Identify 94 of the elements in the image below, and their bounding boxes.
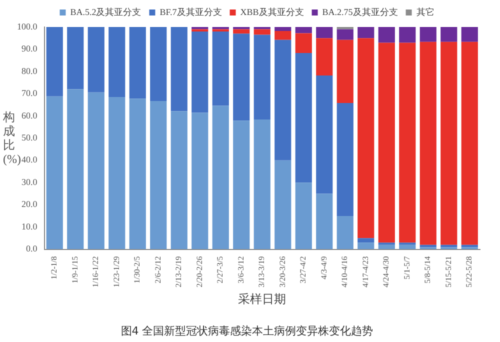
x-tick-label: 4/10-4/16 (340, 256, 350, 288)
bar (233, 34, 250, 121)
y-tick-label: 20.0 (22, 199, 38, 210)
x-tick-label: 4/3-4/9 (319, 256, 328, 280)
y-tick-label: 70.0 (22, 88, 38, 98)
bar (67, 27, 84, 90)
bar (461, 42, 478, 245)
x-tick-label: 1/30-2/5 (132, 256, 142, 284)
bar (108, 97, 126, 250)
bar (336, 29, 354, 40)
bar (461, 27, 478, 42)
bar (316, 194, 333, 250)
bar (378, 42, 395, 243)
bar (170, 111, 188, 250)
legend-label: BA.2.75及其亚分支 (322, 6, 398, 17)
x-tick-label: 5/1-5/7 (402, 256, 412, 280)
bar (399, 27, 416, 43)
x-tick-label: 3/20-3/26 (278, 256, 287, 288)
y-tick-label: 60.0 (22, 110, 38, 120)
bar (316, 27, 333, 38)
bar (129, 27, 146, 99)
bar (358, 27, 374, 38)
bar (274, 31, 292, 40)
x-tick-label: 2/13-2/19 (174, 256, 184, 288)
x-tick-label: 3/13-3/19 (257, 256, 266, 288)
y-tick-label: 40.0 (22, 154, 38, 165)
bar (88, 92, 104, 250)
bar (108, 27, 126, 98)
bar (316, 38, 333, 76)
bar (233, 29, 250, 34)
x-tick-label: 5/22-5/28 (464, 256, 474, 288)
legend-label: BA.5.2及其亚分支 (70, 6, 142, 17)
bar (336, 103, 354, 216)
bar (295, 27, 312, 34)
y-tick-label: 30.0 (22, 176, 38, 187)
legend-label: BF.7及其亚分支 (160, 6, 222, 17)
bar (316, 75, 333, 194)
bar (336, 216, 354, 250)
bar (192, 112, 208, 250)
x-tick-label: 2/20-2/26 (194, 256, 204, 288)
bar (358, 238, 374, 243)
bar (212, 106, 229, 250)
bar (295, 182, 312, 250)
bar (46, 96, 63, 250)
bar (378, 27, 395, 43)
bar (254, 34, 270, 120)
x-tick-label: 3/6-3/12 (236, 256, 246, 284)
x-tick-label: 5/8-5/14 (423, 256, 432, 284)
bar (212, 31, 229, 106)
x-tick-label: 3/27-4/2 (298, 256, 308, 284)
legend-label: 其它 (416, 6, 434, 17)
x-axis-title: 采样日期 (238, 292, 286, 306)
bar (129, 98, 146, 250)
y-tick-label: 0.0 (26, 244, 38, 254)
bar (399, 42, 416, 243)
bar (170, 27, 188, 112)
bar (336, 40, 354, 104)
bar (192, 31, 208, 113)
bar (88, 27, 104, 92)
y-tick-label: 100.0 (17, 21, 38, 32)
bar (295, 33, 312, 54)
bar (67, 89, 84, 250)
y-tick-label: 90.0 (22, 44, 38, 54)
bar (358, 242, 374, 250)
bar (150, 101, 167, 250)
x-tick-label: 4/24-4/30 (382, 256, 391, 288)
y-tick-label: 10.0 (22, 221, 38, 232)
x-tick-label: 1/23-1/29 (112, 256, 121, 288)
bar (420, 42, 436, 245)
y-tick-label: 50.0 (22, 132, 38, 143)
text: 图4 全国新型冠状病毒感染本土病例变异株变化趋势 (120, 324, 374, 338)
x-tick-label: 2/6-2/12 (153, 256, 162, 284)
bar (440, 27, 458, 42)
bar (254, 119, 270, 250)
bar (440, 42, 458, 245)
bar (420, 27, 436, 42)
x-tick-label: 1/16-1/22 (91, 256, 100, 288)
x-tick-label: 1/9-1/15 (70, 256, 80, 284)
y-tick-label: 80.0 (22, 66, 38, 76)
bar (274, 40, 292, 160)
y-axis-title: 构成比(%) (3, 110, 21, 166)
bar (233, 120, 250, 250)
x-tick-label: 2/27-3/5 (216, 256, 225, 284)
x-tick-label: 1/2-1/8 (50, 256, 59, 280)
bar (46, 27, 63, 96)
bar (254, 29, 270, 35)
x-tick-label: 5/15-5/21 (444, 256, 453, 288)
x-tick-label: 4/17-4/23 (360, 256, 370, 288)
bar (150, 27, 167, 102)
legend-label: XBB及其亚分支 (240, 6, 304, 17)
bar (295, 53, 312, 183)
bar (274, 27, 292, 31)
bar (358, 38, 374, 238)
bar (274, 160, 292, 250)
